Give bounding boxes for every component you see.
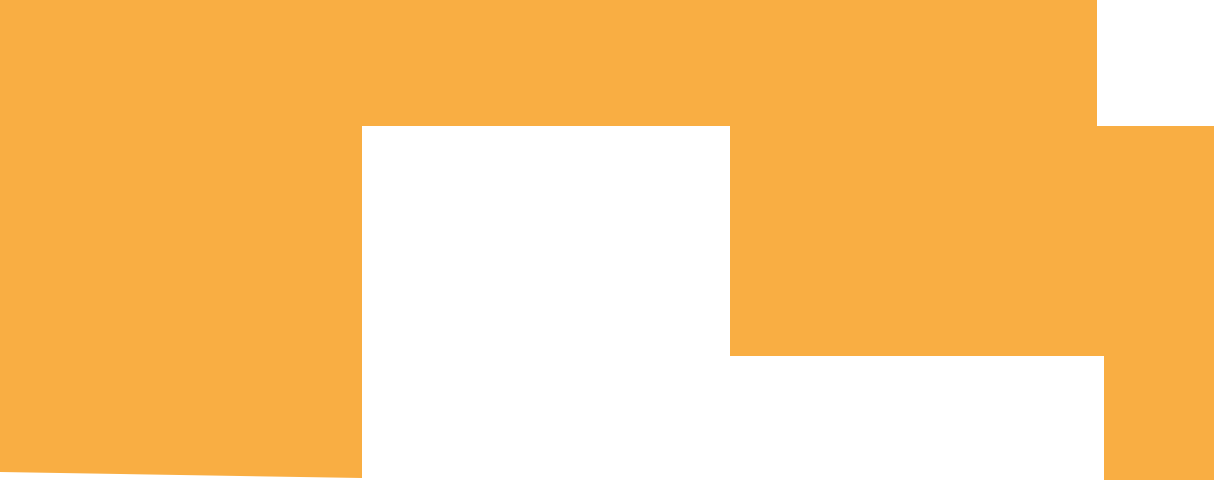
canvas <box>0 0 1214 480</box>
color-block-graphic <box>0 0 1214 480</box>
orange-region-shape <box>0 0 1214 480</box>
